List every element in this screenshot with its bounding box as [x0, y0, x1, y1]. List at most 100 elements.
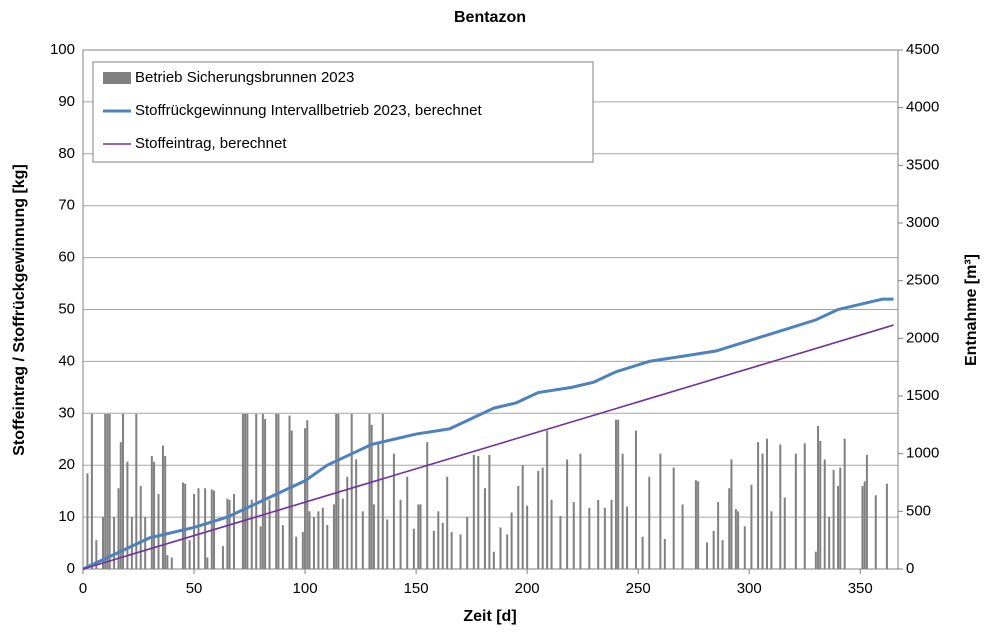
bar	[466, 517, 469, 569]
bar	[648, 476, 651, 569]
bar	[843, 438, 846, 569]
bar	[828, 517, 831, 569]
bar	[392, 453, 395, 569]
y2-tick-label: 2500	[906, 272, 939, 289]
bar	[765, 438, 768, 569]
bar	[814, 551, 817, 569]
x-tick-label: 100	[293, 580, 318, 597]
bar	[437, 511, 440, 569]
plot-border	[82, 49, 899, 570]
bar	[537, 470, 540, 569]
bar	[259, 526, 262, 569]
bar	[197, 488, 200, 569]
bar	[634, 430, 637, 569]
bar	[372, 504, 375, 569]
bar	[717, 502, 720, 569]
bar	[166, 555, 169, 569]
bar	[597, 499, 600, 569]
bar	[750, 484, 753, 569]
bar	[246, 413, 249, 569]
bar	[730, 459, 733, 569]
bar	[268, 499, 271, 569]
bar	[204, 488, 207, 569]
bar	[399, 499, 402, 569]
bar	[381, 413, 384, 569]
bar	[550, 499, 553, 569]
legend-label: Stoffrückgewinnung Intervallbetrieb 2023…	[135, 102, 482, 119]
bar	[406, 476, 409, 569]
bar	[228, 499, 231, 569]
bar	[161, 445, 164, 569]
x-tick-label: 300	[737, 580, 762, 597]
bar	[101, 517, 104, 569]
bar	[210, 489, 213, 569]
bar	[95, 540, 98, 569]
bar	[626, 506, 629, 569]
line	[82, 297, 894, 571]
x-axis-title: Zeit [d]	[463, 608, 516, 625]
x-tick-label: 350	[848, 580, 873, 597]
bar	[885, 483, 888, 569]
bar	[370, 424, 373, 569]
bar	[275, 413, 278, 569]
bar	[108, 413, 111, 569]
bar	[250, 499, 253, 569]
bar	[113, 517, 116, 569]
bar	[794, 453, 797, 569]
bar	[566, 459, 569, 569]
bar	[335, 413, 338, 569]
bar	[281, 525, 284, 569]
y2-tick-label: 1500	[906, 387, 939, 404]
bar	[541, 467, 544, 569]
bar	[104, 413, 107, 569]
bar	[432, 530, 435, 569]
bar	[721, 540, 724, 569]
legend-swatch	[103, 72, 131, 84]
bar	[332, 504, 335, 569]
bar	[130, 517, 133, 569]
y-tick-label: 20	[58, 456, 75, 473]
bar	[226, 498, 229, 569]
bar	[317, 511, 320, 569]
bar	[346, 476, 349, 569]
bar	[559, 515, 562, 569]
bar	[681, 504, 684, 569]
bar	[694, 480, 697, 569]
bar	[386, 519, 389, 569]
bar	[350, 413, 353, 569]
bar	[737, 511, 740, 569]
bar	[441, 522, 444, 569]
x-tick-label: 250	[626, 580, 651, 597]
bar	[170, 557, 173, 569]
y2-tick-label: 3500	[906, 156, 939, 173]
bar	[712, 530, 715, 569]
bar	[244, 413, 247, 569]
bar	[839, 467, 842, 569]
bar	[572, 502, 575, 569]
bar	[603, 507, 606, 569]
y-tick-label: 90	[58, 93, 75, 110]
bar	[614, 419, 617, 569]
bar	[135, 413, 138, 569]
bar	[499, 527, 502, 569]
bar	[865, 454, 868, 569]
legend-label: Stoffeintrag, berechnet	[135, 135, 287, 152]
bar	[588, 507, 591, 569]
bar	[157, 494, 160, 569]
bar	[139, 485, 142, 569]
legend-label: Betrieb Sicherungsbrunnen 2023	[135, 69, 354, 86]
bar	[377, 443, 380, 569]
bar	[255, 413, 258, 569]
bar	[477, 455, 480, 569]
legend-box	[92, 61, 594, 163]
bar	[126, 461, 129, 569]
bar	[86, 473, 89, 569]
y-tick-label: 10	[58, 508, 75, 525]
bar	[184, 483, 187, 569]
bar	[288, 415, 291, 569]
bar	[368, 413, 371, 569]
bar	[483, 488, 486, 569]
bar	[823, 459, 826, 569]
x-tick-label: 150	[404, 580, 429, 597]
